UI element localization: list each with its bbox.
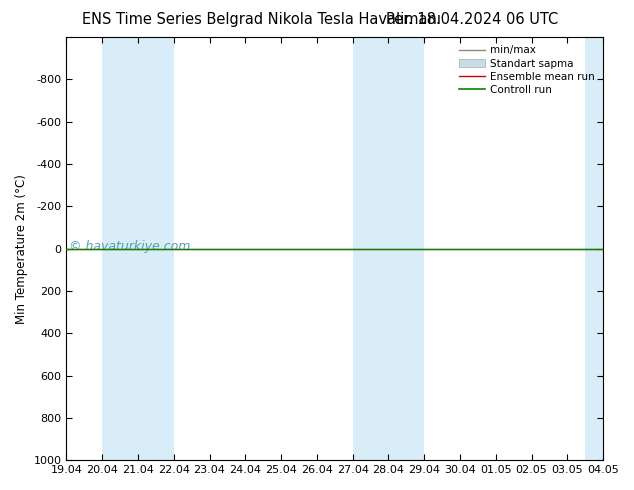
Bar — [102, 37, 174, 460]
Text: ENS Time Series Belgrad Nikola Tesla Havalimanı: ENS Time Series Belgrad Nikola Tesla Hav… — [82, 12, 441, 27]
Bar — [353, 37, 424, 460]
Text: © havaturkiye.com: © havaturkiye.com — [69, 240, 190, 253]
Bar — [585, 37, 603, 460]
Text: Per. 18.04.2024 06 UTC: Per. 18.04.2024 06 UTC — [385, 12, 558, 27]
Y-axis label: Min Temperature 2m (°C): Min Temperature 2m (°C) — [15, 173, 28, 323]
Legend: min/max, Standart sapma, Ensemble mean run, Controll run: min/max, Standart sapma, Ensemble mean r… — [456, 42, 598, 98]
